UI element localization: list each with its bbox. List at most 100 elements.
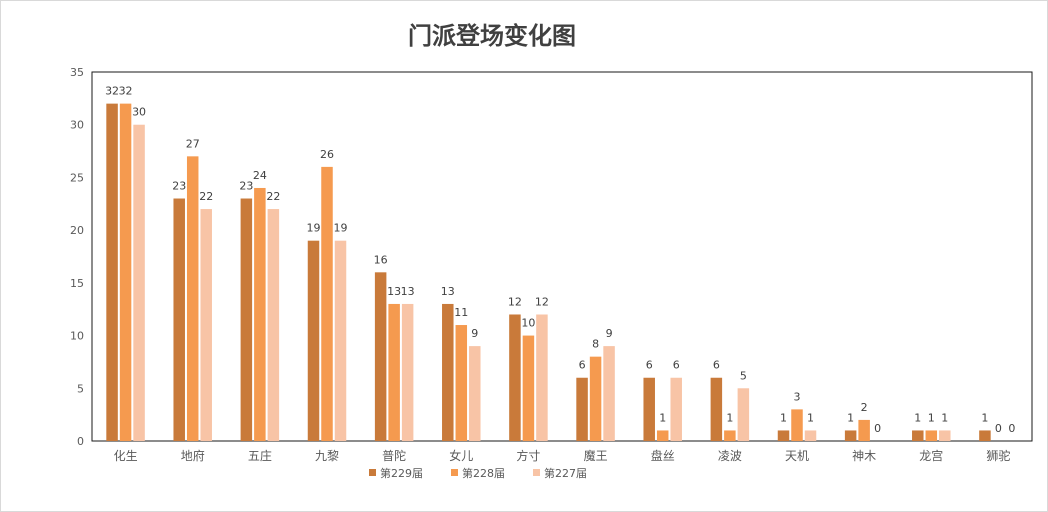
data-label: 1	[914, 411, 921, 424]
bar	[388, 303, 400, 441]
data-label: 0	[995, 422, 1002, 435]
data-label: 8	[592, 338, 599, 351]
bar	[509, 314, 521, 441]
data-label: 9	[471, 327, 478, 340]
data-label: 13	[401, 285, 415, 298]
bar	[401, 303, 414, 441]
bar	[254, 187, 266, 441]
data-label: 19	[334, 222, 348, 235]
y-tick-label: 25	[70, 171, 84, 184]
data-label: 1	[981, 411, 988, 424]
bar	[321, 166, 333, 441]
data-label: 1	[726, 411, 733, 424]
data-label: 13	[441, 285, 455, 298]
y-tick-label: 10	[70, 330, 84, 343]
plot-area	[91, 71, 1033, 442]
y-tick-label: 30	[70, 119, 84, 132]
bar	[267, 209, 280, 441]
bar	[522, 335, 535, 441]
legend-swatch	[533, 469, 540, 476]
bar	[777, 430, 790, 441]
y-tick-label: 35	[70, 66, 84, 79]
data-label: 19	[307, 222, 321, 235]
data-label: 1	[928, 411, 935, 424]
bar	[240, 198, 253, 441]
data-label: 1	[941, 411, 948, 424]
legend-swatch	[369, 469, 376, 476]
bar	[307, 240, 320, 441]
data-label: 24	[253, 169, 267, 182]
bar	[200, 209, 212, 441]
bar	[710, 377, 723, 441]
x-tick-label: 女儿	[449, 448, 473, 463]
data-label: 6	[579, 359, 586, 372]
data-label: 23	[172, 180, 186, 193]
bar	[844, 430, 857, 441]
bar	[186, 156, 199, 442]
data-label: 16	[374, 253, 388, 266]
data-label: 1	[780, 411, 787, 424]
data-label: 6	[713, 359, 720, 372]
x-tick-label: 狮驼	[986, 448, 1010, 463]
data-label: 23	[239, 180, 253, 193]
data-label: 6	[673, 359, 680, 372]
x-tick-label: 方寸	[516, 448, 540, 463]
legend-label: 第228届	[462, 466, 505, 480]
x-tick-label: 地府	[181, 448, 205, 463]
bar	[858, 419, 870, 441]
data-label: 1	[847, 411, 854, 424]
legend-swatch	[451, 469, 458, 476]
x-tick-label: 天机	[785, 449, 809, 463]
legend: 第229届 第228届 第227届	[369, 466, 587, 480]
bar	[173, 198, 185, 441]
x-tick-label: 龙宫	[919, 448, 943, 463]
bar	[737, 388, 750, 441]
data-label: 30	[132, 106, 146, 119]
bars	[106, 103, 991, 442]
bar	[455, 325, 468, 441]
x-tick-label: 化生	[114, 449, 138, 463]
y-tick-label: 0	[77, 435, 84, 448]
y-axis: 0 5 10 15 20 25 30 35	[70, 66, 84, 448]
bar	[643, 377, 655, 441]
bar	[912, 430, 924, 441]
bar	[925, 430, 938, 441]
bar	[589, 356, 602, 441]
bar	[106, 103, 118, 441]
bar	[979, 430, 991, 441]
y-tick-label: 15	[70, 277, 84, 290]
data-label: 3	[794, 390, 801, 403]
data-label: 10	[521, 317, 535, 330]
data-label: 1	[659, 411, 666, 424]
x-tick-label: 魔王	[584, 448, 608, 463]
x-tick-label: 普陀	[382, 448, 406, 463]
data-label: 26	[320, 148, 334, 161]
x-tick-label: 五庄	[248, 448, 272, 463]
data-label: 12	[535, 295, 549, 308]
y-tick-label: 5	[77, 382, 84, 395]
data-label: 22	[266, 190, 280, 203]
bar	[442, 303, 454, 441]
chart-title: 门派登场变化图	[408, 22, 576, 50]
bar	[536, 314, 548, 441]
data-label: 2	[861, 401, 868, 414]
bar	[804, 430, 817, 441]
data-label: 22	[199, 190, 213, 203]
bar	[603, 346, 615, 441]
plot-border	[91, 71, 1033, 442]
bar	[334, 240, 347, 441]
bar	[939, 430, 951, 441]
legend-label: 第227届	[544, 466, 587, 480]
data-label: 11	[454, 306, 468, 319]
x-tick-label: 凌波	[718, 449, 742, 463]
bar	[656, 430, 669, 441]
x-tick-label: 神木	[852, 449, 876, 463]
data-label: 6	[646, 359, 653, 372]
x-axis: 化生 地府 五庄 九黎 普陀 女儿 方寸 魔王 盘丝 凌波 天机 神木 龙宫 狮驼	[114, 448, 1011, 463]
data-label: 32	[119, 85, 133, 98]
bar	[724, 430, 736, 441]
data-label: 9	[606, 327, 613, 340]
